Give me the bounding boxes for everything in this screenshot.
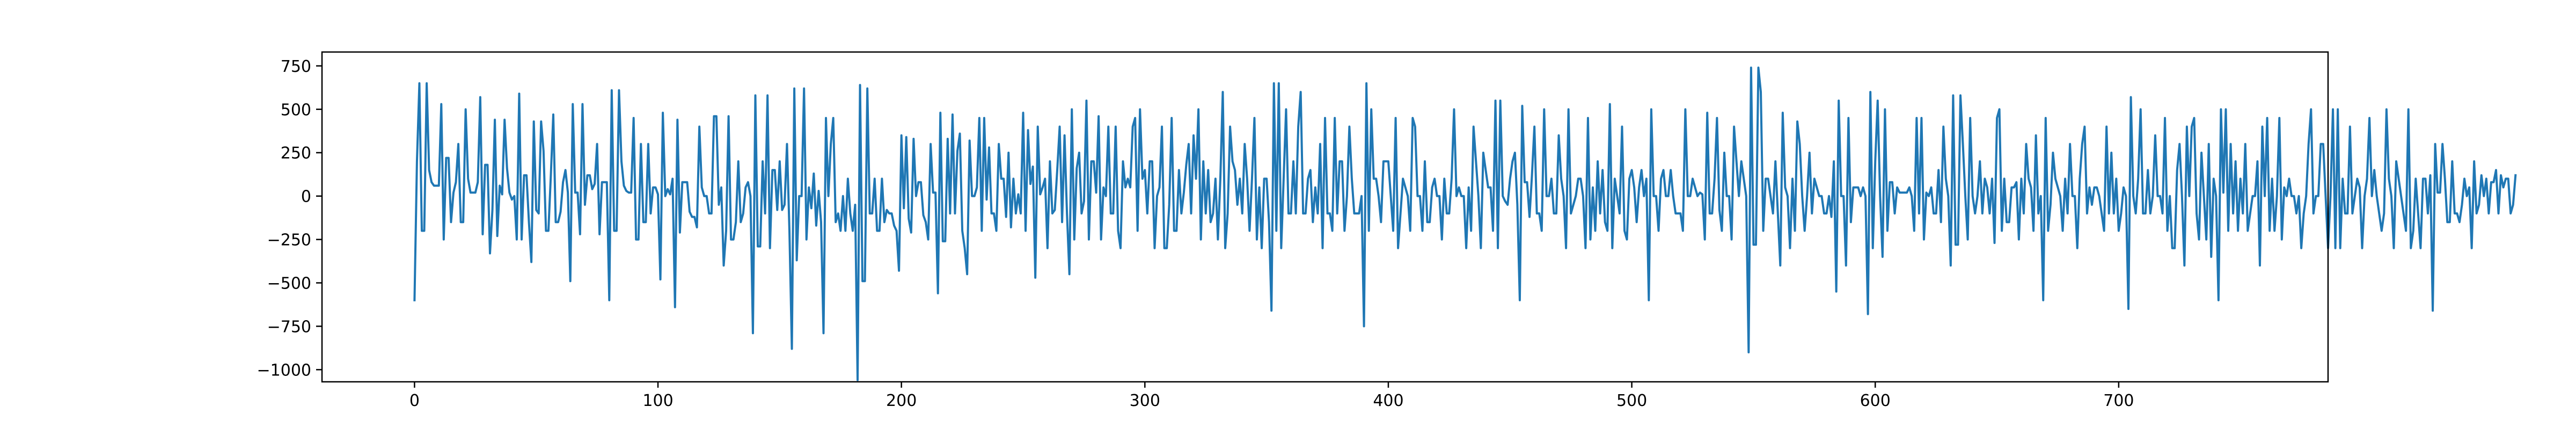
x-tick-label: 200 — [886, 391, 917, 410]
y-tick-label: 0 — [301, 188, 311, 206]
x-tick-label: 700 — [2103, 391, 2134, 410]
plot-area — [321, 51, 2517, 383]
x-tick-label: 0 — [409, 391, 420, 410]
y-tick-label: 500 — [281, 101, 311, 120]
x-axis: 0 100 200 300 400 500 600 700 — [409, 382, 2134, 410]
x-tick-label: 400 — [1373, 391, 1403, 410]
y-tick-label: −1000 — [257, 361, 311, 380]
x-tick-label: 100 — [642, 391, 673, 410]
y-tick-label: −250 — [267, 231, 311, 250]
y-tick-label: 250 — [281, 144, 311, 163]
x-tick-label: 300 — [1130, 391, 1160, 410]
y-tick-label: 750 — [281, 57, 311, 76]
axes-frame — [321, 51, 2329, 383]
y-tick-label: −750 — [267, 317, 311, 336]
series-line — [413, 66, 2517, 381]
y-tick-label: −500 — [267, 275, 311, 293]
x-tick-label: 600 — [1860, 391, 1891, 410]
x-tick-label: 500 — [1616, 391, 1647, 410]
y-axis: 750 500 250 0 −250 −500 −750 −1000 — [257, 57, 322, 380]
